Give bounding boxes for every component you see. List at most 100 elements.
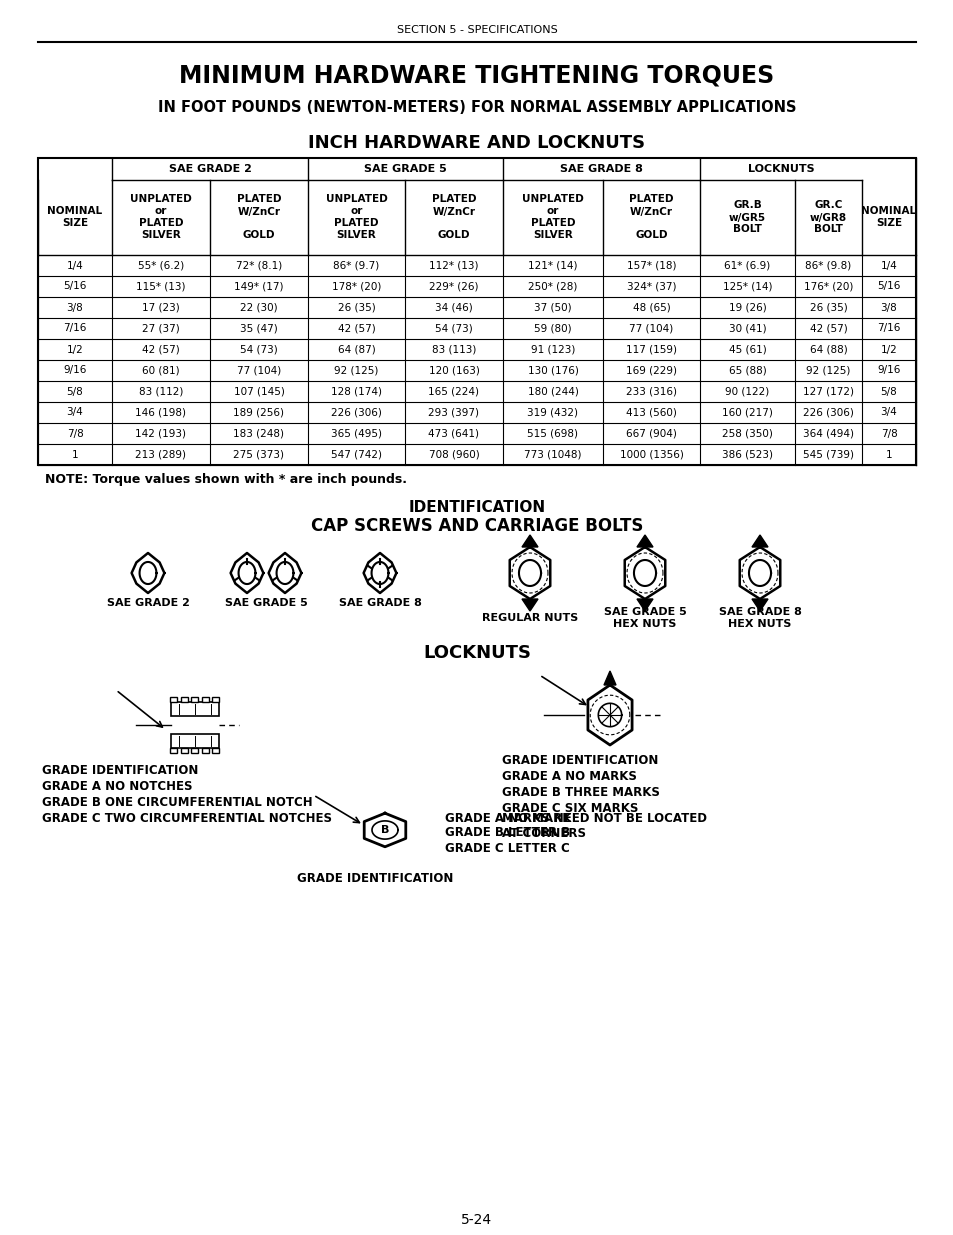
Text: 226 (306): 226 (306)	[802, 408, 853, 417]
Text: 547 (742): 547 (742)	[331, 450, 381, 459]
Text: SAE GRADE 5
HEX NUTS: SAE GRADE 5 HEX NUTS	[603, 606, 685, 629]
Text: 160 (217): 160 (217)	[721, 408, 772, 417]
Text: GRADE C SIX MARKS: GRADE C SIX MARKS	[501, 802, 638, 815]
Text: 189 (256): 189 (256)	[233, 408, 284, 417]
Text: 5/16: 5/16	[877, 282, 900, 291]
Text: UNPLATED
or
PLATED
SILVER: UNPLATED or PLATED SILVER	[130, 194, 192, 241]
Text: 9/16: 9/16	[63, 366, 87, 375]
Bar	[171, 748, 177, 753]
Text: 708 (960): 708 (960)	[428, 450, 478, 459]
Text: 120 (163): 120 (163)	[428, 366, 479, 375]
Text: 112* (13): 112* (13)	[429, 261, 478, 270]
Text: 45 (61): 45 (61)	[728, 345, 765, 354]
Polygon shape	[751, 535, 767, 547]
Text: 72* (8.1): 72* (8.1)	[235, 261, 282, 270]
Text: UNPLATED
or
PLATED
SILVER: UNPLATED or PLATED SILVER	[521, 194, 583, 241]
Text: 3/8: 3/8	[67, 303, 83, 312]
Text: 1: 1	[884, 450, 891, 459]
Bar	[181, 697, 188, 701]
Text: CAP SCREWS AND CARRIAGE BOLTS: CAP SCREWS AND CARRIAGE BOLTS	[311, 517, 642, 535]
Text: NOMINAL
SIZE: NOMINAL SIZE	[861, 206, 916, 228]
Text: 169 (229): 169 (229)	[625, 366, 677, 375]
Text: 55* (6.2): 55* (6.2)	[138, 261, 184, 270]
Polygon shape	[509, 547, 550, 599]
Polygon shape	[363, 553, 396, 593]
Text: 117 (159): 117 (159)	[625, 345, 677, 354]
Text: GRADE A NO MARKS: GRADE A NO MARKS	[501, 769, 637, 783]
Text: 64 (88): 64 (88)	[809, 345, 846, 354]
Text: 7/8: 7/8	[880, 429, 897, 438]
Text: GRADE C TWO CIRCUMFERENTIAL NOTCHES: GRADE C TWO CIRCUMFERENTIAL NOTCHES	[42, 811, 332, 825]
Text: 1/2: 1/2	[880, 345, 897, 354]
Text: 7/8: 7/8	[67, 429, 83, 438]
Text: 165 (224): 165 (224)	[428, 387, 479, 396]
Text: 5/8: 5/8	[880, 387, 897, 396]
Text: 1000 (1356): 1000 (1356)	[618, 450, 682, 459]
Text: SECTION 5 - SPECIFICATIONS: SECTION 5 - SPECIFICATIONS	[396, 25, 557, 35]
Bar	[171, 734, 219, 748]
Bar	[202, 697, 209, 701]
Text: 180 (244): 180 (244)	[527, 387, 578, 396]
Text: 90 (122): 90 (122)	[724, 387, 769, 396]
Text: SAE GRADE 5: SAE GRADE 5	[224, 598, 307, 608]
Bar	[171, 701, 219, 716]
Text: 157* (18): 157* (18)	[626, 261, 676, 270]
Polygon shape	[231, 553, 263, 593]
Text: 27 (37): 27 (37)	[142, 324, 180, 333]
Text: 91 (123): 91 (123)	[530, 345, 575, 354]
Text: 365 (495): 365 (495)	[331, 429, 381, 438]
Bar	[202, 748, 209, 753]
Text: GR.B
w/GR5
BOLT: GR.B w/GR5 BOLT	[728, 200, 765, 235]
Text: PLATED
W/ZnCr

GOLD: PLATED W/ZnCr GOLD	[432, 194, 476, 241]
Text: 515 (698): 515 (698)	[527, 429, 578, 438]
Polygon shape	[748, 559, 770, 585]
Text: 258 (350): 258 (350)	[721, 429, 772, 438]
Polygon shape	[132, 553, 164, 593]
Text: GRADE A NO NOTCHES: GRADE A NO NOTCHES	[42, 779, 193, 793]
Text: IN FOOT POUNDS (NEWTON-METERS) FOR NORMAL ASSEMBLY APPLICATIONS: IN FOOT POUNDS (NEWTON-METERS) FOR NORMA…	[157, 100, 796, 115]
Polygon shape	[521, 599, 537, 611]
Polygon shape	[634, 559, 656, 585]
Polygon shape	[518, 559, 540, 585]
Text: INCH HARDWARE AND LOCKNUTS: INCH HARDWARE AND LOCKNUTS	[308, 135, 645, 152]
Text: 1/4: 1/4	[67, 261, 83, 270]
Polygon shape	[637, 599, 652, 611]
Text: 125* (14): 125* (14)	[722, 282, 771, 291]
Text: 22 (30): 22 (30)	[240, 303, 277, 312]
Text: GRADE B LETTER B: GRADE B LETTER B	[444, 826, 570, 840]
Text: 35 (47): 35 (47)	[240, 324, 277, 333]
Text: MINIMUM HARDWARE TIGHTENING TORQUES: MINIMUM HARDWARE TIGHTENING TORQUES	[179, 63, 774, 86]
Text: 275 (373): 275 (373)	[233, 450, 284, 459]
Text: NOMINAL
SIZE: NOMINAL SIZE	[48, 206, 103, 228]
Text: 115* (13): 115* (13)	[136, 282, 186, 291]
Text: GRADE B ONE CIRCUMFERENTIAL NOTCH: GRADE B ONE CIRCUMFERENTIAL NOTCH	[42, 795, 313, 809]
Polygon shape	[739, 547, 780, 599]
Text: 142 (193): 142 (193)	[135, 429, 186, 438]
Text: 42 (57): 42 (57)	[142, 345, 180, 354]
Text: SAE GRADE 5: SAE GRADE 5	[364, 164, 446, 174]
Text: 60 (81): 60 (81)	[142, 366, 179, 375]
Text: 128 (174): 128 (174)	[331, 387, 381, 396]
Text: 107 (145): 107 (145)	[233, 387, 284, 396]
Text: 9/16: 9/16	[877, 366, 900, 375]
Text: B: B	[380, 825, 389, 835]
Bar	[213, 748, 219, 753]
Text: 77 (104): 77 (104)	[629, 324, 673, 333]
Polygon shape	[139, 562, 156, 584]
Text: LOCKNUTS: LOCKNUTS	[747, 164, 814, 174]
Polygon shape	[637, 535, 652, 547]
Text: 42 (57): 42 (57)	[809, 324, 846, 333]
Text: 178* (20): 178* (20)	[332, 282, 381, 291]
Text: 293 (397): 293 (397)	[428, 408, 479, 417]
Text: 121* (14): 121* (14)	[528, 261, 578, 270]
Polygon shape	[371, 562, 388, 584]
Text: SAE GRADE 2: SAE GRADE 2	[107, 598, 190, 608]
Text: 229* (26): 229* (26)	[429, 282, 478, 291]
Text: GRADE B THREE MARKS: GRADE B THREE MARKS	[501, 785, 659, 799]
Text: GRADE IDENTIFICATION: GRADE IDENTIFICATION	[296, 872, 453, 884]
Text: 5-24: 5-24	[461, 1213, 492, 1228]
Text: 473 (641): 473 (641)	[428, 429, 479, 438]
Text: PLATED
W/ZnCr

GOLD: PLATED W/ZnCr GOLD	[236, 194, 281, 241]
Text: 48 (65): 48 (65)	[632, 303, 670, 312]
Bar	[181, 748, 188, 753]
